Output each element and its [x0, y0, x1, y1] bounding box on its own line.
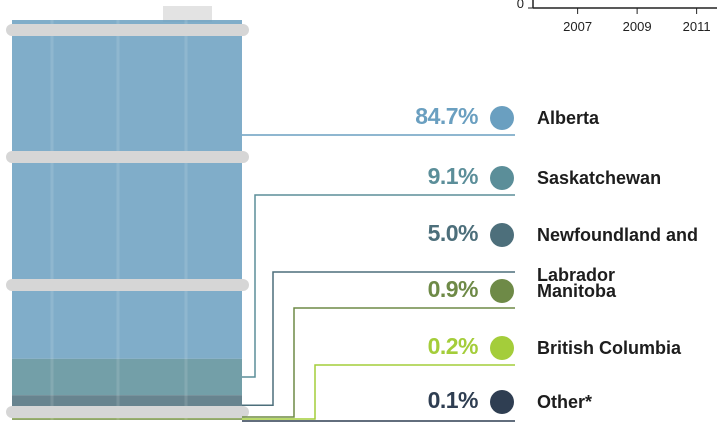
x-tick-label: 2009: [623, 19, 652, 34]
category-label: British Columbia: [537, 328, 717, 368]
barrel-segment: [12, 359, 242, 395]
legend-dot: [490, 223, 514, 247]
barrel-segment: [12, 20, 242, 359]
x-tick-label: 2007: [563, 19, 592, 34]
infographic: 2007 2009 2011 0 84.7% Alberta 9.1% Saskatchew…: [0, 0, 717, 424]
x-tick-label: 2011: [683, 19, 711, 34]
barrel-segment: [12, 419, 242, 420]
value-label: 9.1%: [358, 163, 478, 190]
category-label: Saskatchewan: [537, 158, 717, 198]
category-label: Alberta: [537, 98, 717, 138]
value-label: 84.7%: [358, 103, 478, 130]
value-label: 0.2%: [358, 333, 478, 360]
category-label: Other*: [537, 382, 717, 422]
category-label: Manitoba: [537, 271, 717, 311]
legend-dot: [490, 336, 514, 360]
legend-dot: [490, 390, 514, 414]
value-label: 5.0%: [358, 220, 478, 247]
value-label: 0.9%: [358, 276, 478, 303]
legend-dot: [490, 166, 514, 190]
value-label: 0.1%: [358, 387, 478, 414]
legend-dot: [490, 279, 514, 303]
legend-dot: [490, 106, 514, 130]
barrel-cap: [163, 6, 212, 22]
y-tick-label: 0: [517, 0, 524, 11]
